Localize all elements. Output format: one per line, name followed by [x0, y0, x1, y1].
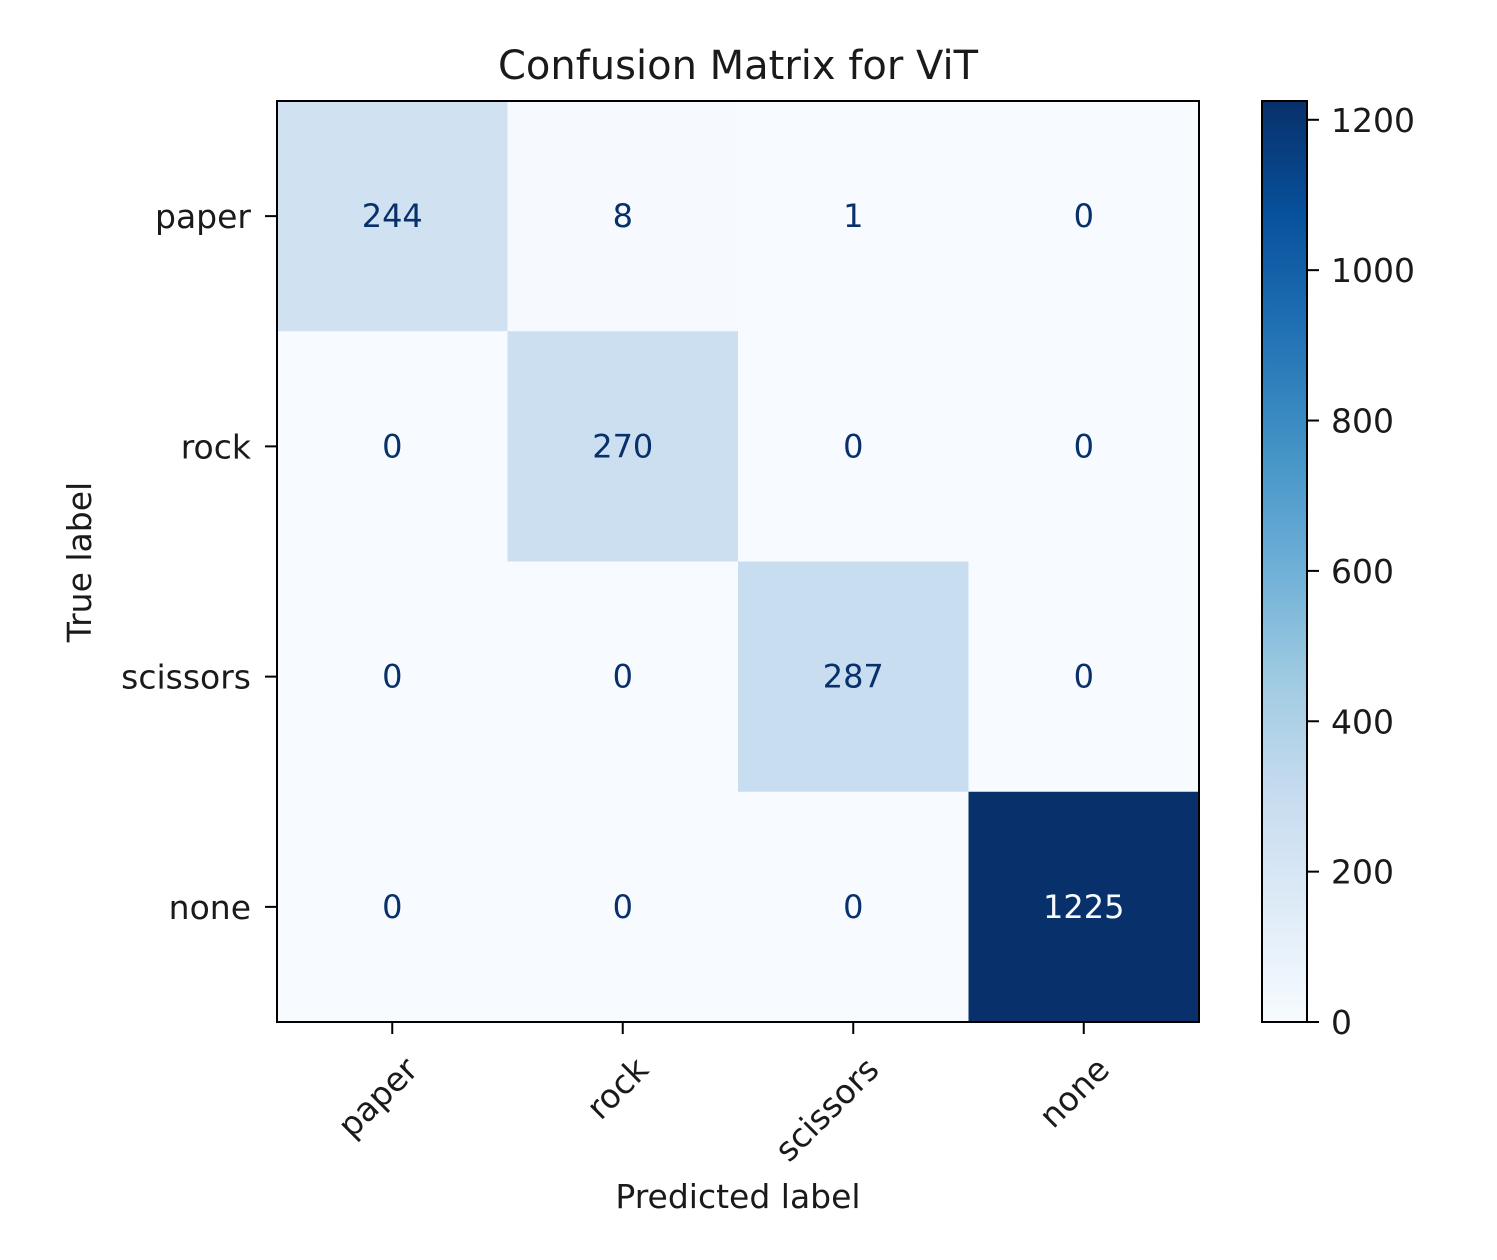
colorbar-ticks: 0 200 400 600 800 1000 1200: [1307, 101, 1415, 1042]
x-tick-label: paper: [330, 1049, 426, 1145]
plot-frame: [276, 100, 1200, 1023]
cell-value-label: 0: [1074, 197, 1094, 235]
cell-value-label: 0: [843, 427, 863, 465]
chart-title: Confusion Matrix for ViT: [498, 43, 979, 89]
heatmap-cell: [277, 561, 508, 793]
x-tick-label: scissors: [767, 1050, 886, 1169]
colorbar-tick-label: 600: [1331, 552, 1394, 591]
heatmap-cell: [738, 101, 969, 332]
colorbar-tick-label: 1000: [1331, 251, 1415, 290]
colorbar-tick-label: 200: [1331, 853, 1394, 892]
heatmap-cell: [968, 331, 1200, 562]
cell-value-label: 0: [613, 658, 633, 696]
y-tick-label: scissors: [121, 658, 251, 697]
colorbar-tick-label: 0: [1331, 1003, 1352, 1042]
y-tick-label: paper: [155, 197, 251, 236]
heatmap-cell: [507, 331, 739, 562]
heatmap-cell: [507, 101, 739, 332]
heatmap-cell: [968, 561, 1200, 793]
heatmap-cell: [277, 101, 508, 332]
cell-value-label: 0: [382, 427, 402, 465]
y-tick-label: none: [169, 888, 251, 927]
heatmap-cell: [507, 561, 739, 793]
colorbar-tick-label: 1200: [1331, 101, 1415, 140]
cell-value-label: 1: [843, 197, 863, 235]
heatmap-cell: [738, 331, 969, 562]
y-axis-ticks: paper rock scissors none: [121, 197, 277, 927]
colorbar-tick-label: 800: [1331, 402, 1394, 441]
cell-value-label: 244: [362, 197, 423, 235]
heatmap-cell: [968, 101, 1200, 332]
x-axis-ticks: paper rock scissors none: [330, 1022, 1117, 1169]
x-tick-label: rock: [579, 1049, 657, 1127]
cell-value-label: 1225: [1043, 888, 1124, 926]
cell-value-label: 0: [382, 658, 402, 696]
heatmap-cell: [968, 791, 1200, 1023]
cell-value-label: 270: [592, 427, 653, 465]
cell-value-label: 0: [843, 888, 863, 926]
colorbar-tick-label: 400: [1331, 702, 1394, 741]
heatmap-cell-labels: 244 8 1 0 0 270 0 0 0 0 287 0 0 0 0 1225: [362, 197, 1125, 926]
heatmap-cell: [277, 331, 508, 562]
heatmap-cell: [738, 791, 969, 1023]
y-tick-label: rock: [181, 427, 252, 466]
colorbar: [1261, 100, 1308, 1023]
heatmap-cells: [277, 101, 1200, 1023]
cell-value-label: 0: [1074, 427, 1094, 465]
x-axis-label: Predicted label: [615, 1177, 860, 1216]
heatmap-cell: [738, 561, 969, 793]
cell-value-label: 287: [823, 658, 884, 696]
heatmap-cell: [277, 791, 508, 1023]
heatmap-cell: [507, 791, 739, 1023]
cell-value-label: 0: [613, 888, 633, 926]
cell-value-label: 0: [382, 888, 402, 926]
cell-value-label: 8: [613, 197, 633, 235]
y-axis-label: True label: [60, 482, 99, 643]
cell-value-label: 0: [1074, 658, 1094, 696]
x-tick-label: none: [1031, 1050, 1117, 1136]
